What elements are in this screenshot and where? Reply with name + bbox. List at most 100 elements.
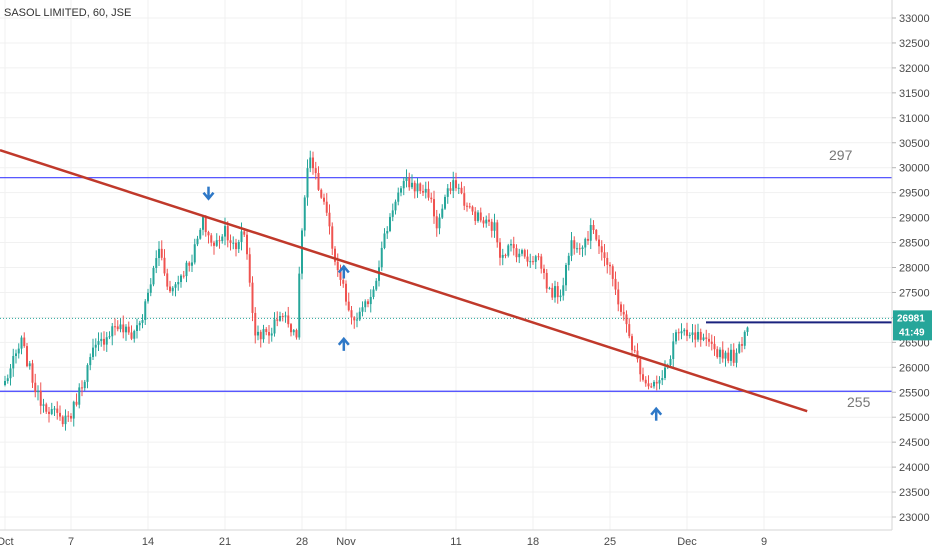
candle-down [628,318,631,339]
candle-up [221,234,224,244]
candle-down [218,235,221,249]
countdown-label: 41:49 [899,327,925,338]
candle-up [53,406,56,417]
candle-down [468,202,471,209]
candle-up [529,253,532,269]
candle-down [56,401,59,420]
candle-up [193,238,196,265]
candle-up [584,237,587,256]
candle-down [598,235,600,254]
candle-down [408,172,411,191]
x-tick-label: 28 [296,536,308,548]
candle-up [411,174,413,190]
candle-up [565,262,567,292]
candle-down [320,188,323,199]
candle-up [477,210,479,223]
candle-up [534,254,537,270]
candle-down [603,243,606,267]
candle-down [694,324,697,348]
candle-up [72,400,75,427]
candle-up [83,379,86,391]
candle-down [336,253,339,277]
candle-down [226,221,229,248]
annotations: 297 255 [829,147,871,410]
candle-down [545,269,548,293]
y-tick-label: 29000 [899,213,930,225]
x-tick-label: 18 [527,536,539,548]
candle-up [292,328,295,336]
candle-up [743,330,746,350]
y-tick-label: 33000 [899,13,930,25]
candle-up [279,311,281,322]
candle-down [422,184,424,197]
candle-up [257,325,259,341]
candle-up [125,324,127,341]
trendline[interactable] [0,149,808,413]
candle-down [188,261,191,272]
candle-up [273,312,276,337]
candle-down [116,320,119,332]
candle-down [592,220,595,234]
candle-down [716,346,719,359]
candle-down [741,336,743,353]
candle-down [259,329,262,348]
candle-down [543,264,545,280]
candle-up [697,323,699,342]
candle-up [17,343,20,359]
candle-down [75,393,78,407]
candle-down [639,357,642,382]
candle-up [215,233,218,247]
candle-up [64,409,67,431]
candle-up [119,318,122,333]
candle-up [298,266,301,340]
candle-up [42,398,45,413]
candle-down [317,166,320,192]
candle-down [471,205,474,216]
candle-up [199,227,202,240]
time-axis[interactable]: Oct 7 14 21 28 Nov 11 18 25 Dec 9 [0,536,767,548]
candle-up [177,275,180,291]
candle-up [97,332,100,351]
candle-down [727,347,730,364]
x-tick-label: 21 [219,536,231,548]
candle-up [661,370,664,386]
trendline-layer[interactable] [0,149,808,413]
horizontal-lines[interactable] [0,177,892,392]
candle-down [45,402,48,414]
candle-up [518,248,521,264]
candle-down [609,262,611,275]
candle-down [127,321,130,335]
candle-up [735,348,738,368]
candle-up [389,213,391,233]
x-tick-label: 7 [68,536,74,548]
arrow-down-icon [202,186,215,201]
grid [0,0,892,530]
candle-down [620,301,622,316]
y-tick-label: 30000 [899,163,930,175]
candle-down [512,236,515,256]
y-tick-label: 24000 [899,462,930,474]
candle-down [182,270,185,279]
candle-down [325,193,328,217]
annotation-label: 297 [829,147,853,163]
candle-down [268,324,270,344]
candle-up [20,335,23,355]
candle-down [526,249,529,267]
candle-down [70,413,72,422]
candle-down [488,213,490,227]
candle-down [732,343,735,367]
candle-up [424,181,427,199]
y-tick-label: 25500 [899,387,930,399]
y-tick-label: 30500 [899,138,930,150]
candle-down [413,180,416,199]
candle-up [730,343,732,366]
candle-up [133,329,136,343]
candle-up [485,215,488,228]
candle-down [339,264,342,286]
candle-down [435,209,438,237]
candle-down [721,341,724,363]
candle-up [581,245,584,257]
candle-up [89,353,92,371]
